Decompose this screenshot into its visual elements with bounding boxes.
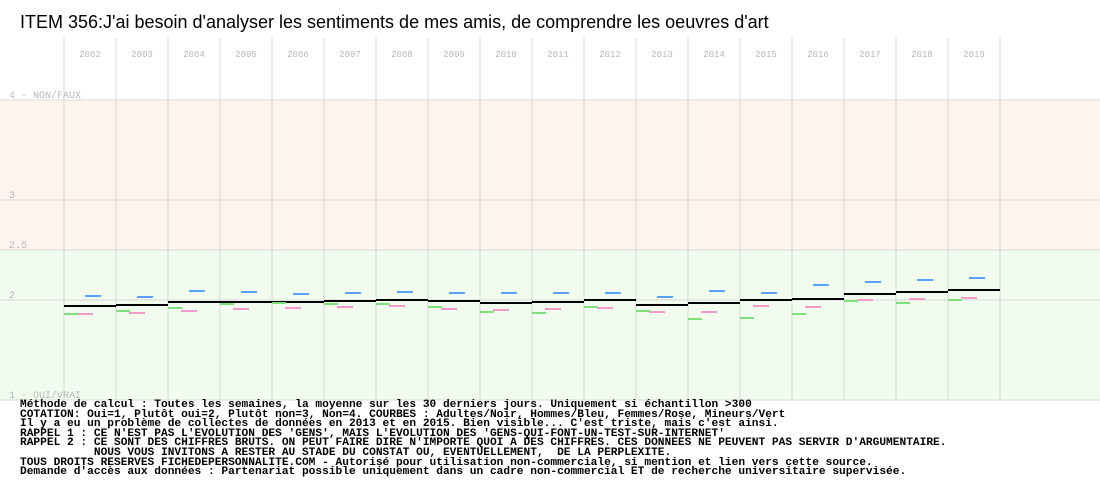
note-line: Demande d'accès aux données : Partenaria… <box>20 466 907 479</box>
y-tick-label: 2.5 <box>9 241 27 252</box>
note-line: Méthode de calcul : Toutes les semaines,… <box>20 399 752 411</box>
note-line: RAPPEL 1 : CE N'EST PAS L'EVOLUTION DES … <box>20 427 725 440</box>
x-tick-label: 2005 <box>235 50 257 60</box>
note-line: Il y a eu un problème de collectes de do… <box>20 418 779 431</box>
y-tick-label: 4 - NON/FAUX <box>9 90 81 102</box>
x-tick-label: 2007 <box>339 50 361 60</box>
y-tick-label: 3 <box>9 191 15 202</box>
x-tick-label: 2011 <box>547 50 569 60</box>
x-tick-label: 2016 <box>807 50 829 60</box>
x-tick-label: 2003 <box>131 50 153 60</box>
y-tick-label: 2 <box>9 291 15 302</box>
x-tick-label: 2019 <box>963 50 985 60</box>
x-tick-label: 2012 <box>599 50 621 60</box>
note-line: COTATION: Oui=1, Plutôt oui=2, Plutôt no… <box>20 408 786 421</box>
notes-block: Méthode de calcul : Toutes les semaines,… <box>20 399 1095 479</box>
x-tick-label: 2017 <box>859 50 881 60</box>
x-tick-label: 2008 <box>391 50 413 60</box>
note-line: NOUS VOUS INVITONS A RESTER AU STADE DU … <box>20 446 672 459</box>
background-band <box>0 250 1100 400</box>
x-tick-label: 2006 <box>287 50 309 60</box>
x-tick-label: 2014 <box>703 50 725 60</box>
x-tick-label: 2010 <box>495 50 517 60</box>
note-line: RAPPEL 2 : CE SONT DES CHIFFRES BRUTS. O… <box>20 437 947 450</box>
x-tick-label: 2013 <box>651 50 673 60</box>
x-tick-label: 2002 <box>79 50 101 60</box>
chart-title: ITEM 356:J'ai besoin d'analyser les sent… <box>20 12 769 32</box>
x-tick-label: 2004 <box>183 50 205 60</box>
x-tick-label: 2018 <box>911 50 933 60</box>
x-tick-label: 2009 <box>443 50 465 60</box>
x-tick-label: 2015 <box>755 50 777 60</box>
note-line: TOUS DROITS RESERVES FICHEDEPERSONNALITE… <box>20 456 873 469</box>
background-band <box>0 100 1100 250</box>
y-tick-label: 1 - OUI/VRAI <box>9 390 81 402</box>
